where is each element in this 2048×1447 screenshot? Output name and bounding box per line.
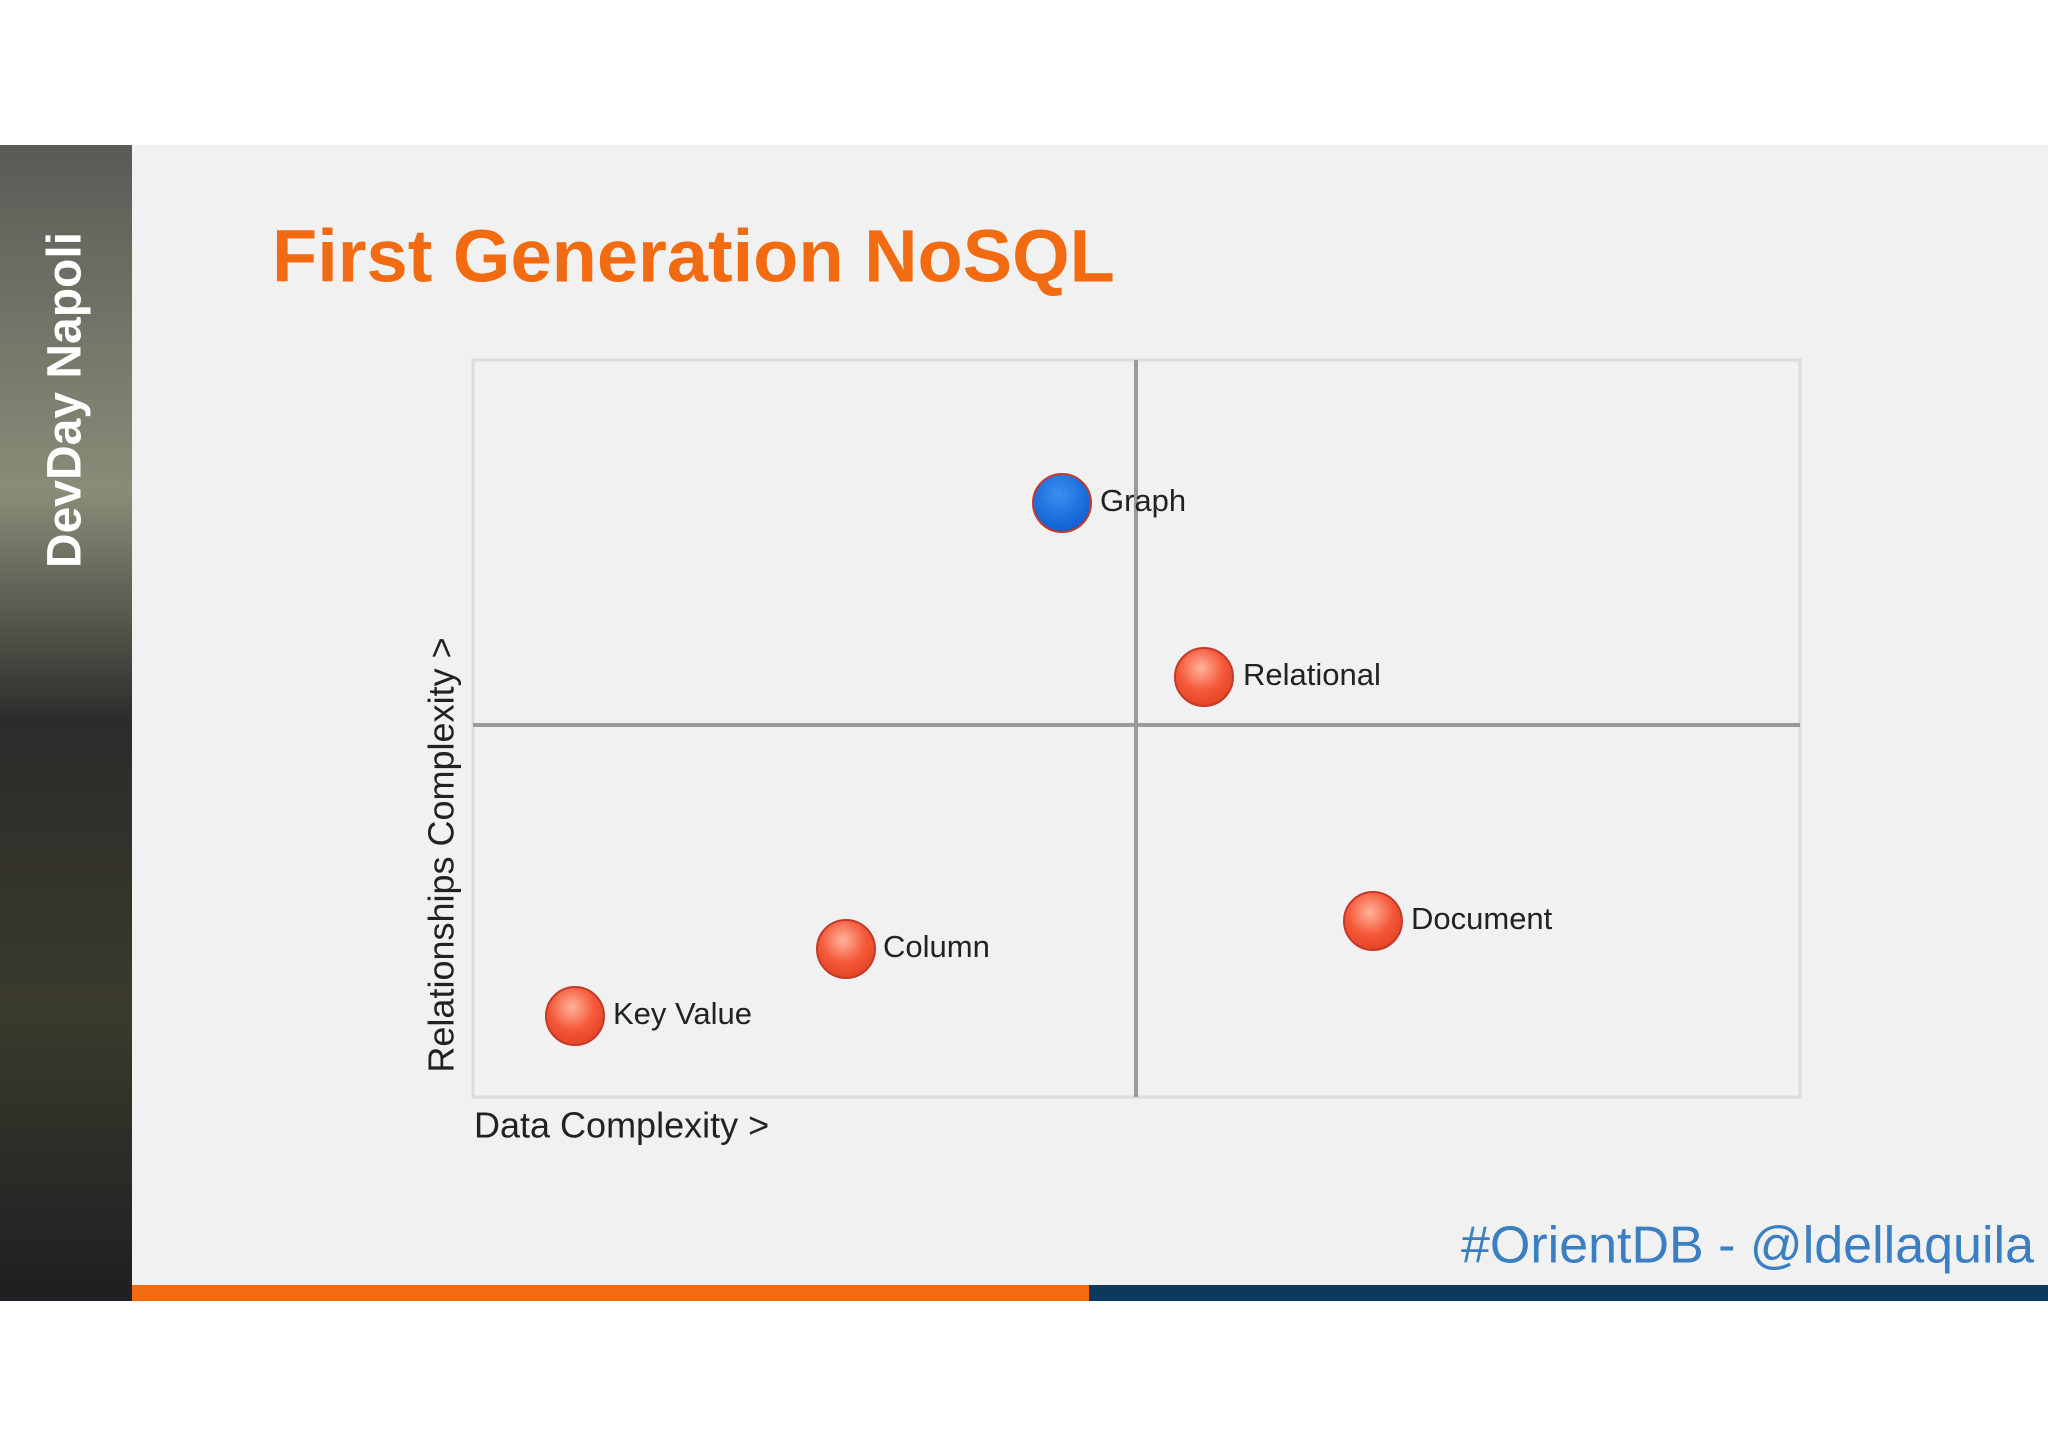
sidebar-photo <box>0 145 132 1301</box>
node-label: Document <box>1411 901 1553 936</box>
node-marker <box>1343 891 1403 951</box>
footer-text: #OrientDB - @ldellaquila <box>1461 1217 2034 1275</box>
node-label: Column <box>883 929 990 964</box>
footer-bar <box>1089 1285 2048 1301</box>
footer-bar <box>132 1285 1089 1301</box>
node-label: Key Value <box>613 996 752 1031</box>
slide-title: First Generation NoSQL <box>272 215 1115 298</box>
node-marker <box>816 919 876 979</box>
node-label: Graph <box>1100 483 1186 518</box>
sidebar-label: DevDay Napoli <box>39 232 92 568</box>
node-marker <box>1174 647 1234 707</box>
node-marker <box>1032 473 1092 533</box>
x-axis-label: Data Complexity > <box>474 1105 769 1146</box>
node-label: Relational <box>1243 657 1381 692</box>
node-marker <box>545 986 605 1046</box>
y-axis-label: Relationships Complexity > <box>421 637 462 1072</box>
